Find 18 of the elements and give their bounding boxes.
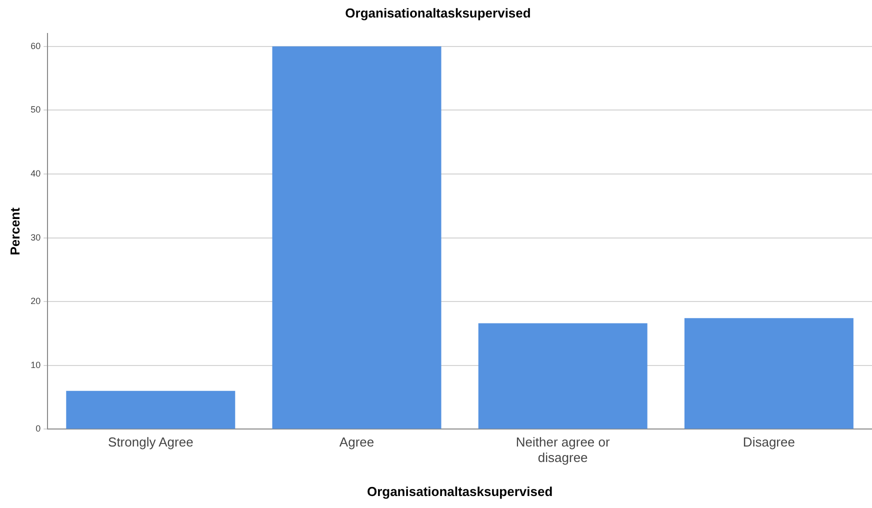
y-tick-label: 0 [36,424,41,434]
bar [478,323,648,429]
y-tick-label: 40 [30,168,41,178]
bar [684,318,854,429]
y-tick-label: 20 [30,296,41,306]
y-tick-label: 60 [30,40,41,51]
x-tick-label: Neither agree or disagree [516,434,610,466]
x-tick-label: Strongly Agree [108,434,194,450]
y-tick-label: 10 [30,360,41,370]
bar [272,46,442,429]
x-tick-label: Disagree [742,434,795,450]
y-tick-label: 50 [30,104,41,115]
bar [66,390,236,429]
y-axis-title: Percent [7,206,22,256]
chart-title: Organisationaltasksupervised [345,5,531,20]
x-axis-title: Organisationaltasksupervised [366,484,553,499]
y-tick-label: 30 [30,232,41,242]
x-tick-label: Agree [339,434,374,450]
